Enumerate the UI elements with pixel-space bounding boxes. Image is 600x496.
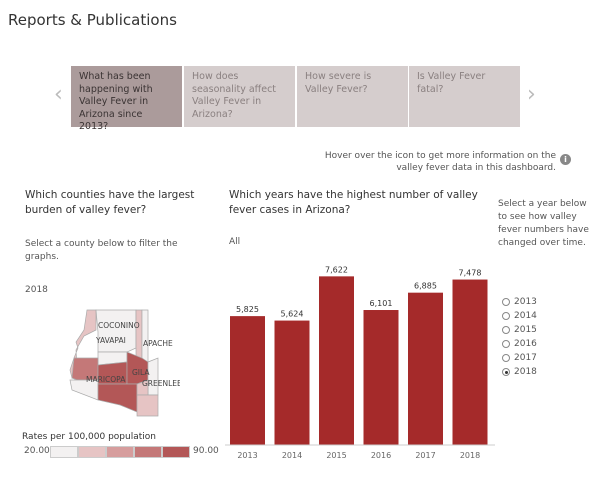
story-card-3[interactable]: How severe is Valley Fever? <box>297 66 408 127</box>
prev-arrow-icon[interactable]: ‹ <box>54 82 63 107</box>
year-radio-label: 2013 <box>514 297 537 307</box>
x-tick-label: 2017 <box>415 451 435 460</box>
bar-2014[interactable] <box>274 320 310 445</box>
county-pima[interactable] <box>97 383 138 413</box>
bar-value-label: 6,101 <box>370 299 393 308</box>
map-heading: Which counties have the largest burden o… <box>25 189 195 216</box>
chart-heading: Which years have the highest number of v… <box>229 189 478 216</box>
year-radio-2018[interactable]: 2018 <box>502 367 537 377</box>
radio-circle-icon[interactable] <box>502 298 510 306</box>
year-radio-2017[interactable]: 2017 <box>502 353 537 363</box>
bar-2017[interactable] <box>408 292 443 445</box>
x-tick-label: 2014 <box>282 451 302 460</box>
year-radio-label: 2017 <box>514 353 537 363</box>
bar-value-label: 5,624 <box>281 310 304 319</box>
legend-swatch <box>162 446 190 458</box>
info-icon[interactable]: i <box>560 154 571 165</box>
radio-circle-icon[interactable] <box>502 354 510 362</box>
label-yavapai: YAVAPAI <box>95 336 126 345</box>
x-tick-label: 2016 <box>371 451 391 460</box>
radio-circle-icon[interactable] <box>502 326 510 334</box>
bar-2016[interactable] <box>363 310 399 445</box>
year-radio-label: 2014 <box>514 311 537 321</box>
label-greenlee: GREENLEE <box>142 379 180 388</box>
label-maricopa: MARICOPA <box>86 375 126 384</box>
chart-filter: All <box>229 237 241 247</box>
page-title: Reports & Publications <box>8 11 177 29</box>
label-gila: GILA <box>132 368 150 377</box>
legend-swatch <box>106 446 134 458</box>
bar-2015[interactable] <box>319 276 354 445</box>
legend-max: 90.00 <box>193 446 219 456</box>
legend-swatch <box>50 446 78 458</box>
county-navajo[interactable] <box>135 309 143 359</box>
legend-title: Rates per 100,000 population <box>22 432 156 442</box>
county-coconino[interactable] <box>95 309 137 353</box>
radio-circle-icon[interactable] <box>502 340 510 348</box>
story-card-1[interactable]: What has been happening with Valley Feve… <box>71 66 182 132</box>
map-year: 2018 <box>25 285 48 295</box>
hover-hint: Hover over the icon to get more informat… <box>324 151 556 173</box>
county-cochise[interactable] <box>136 394 159 417</box>
year-radio-label: 2018 <box>514 367 537 377</box>
year-radio-label: 2016 <box>514 339 537 349</box>
legend-min: 20.00 <box>24 446 50 456</box>
legend-swatch <box>134 446 162 458</box>
bar-value-label: 5,825 <box>236 305 259 314</box>
label-coconino: COCONINO <box>98 321 140 330</box>
map-subtitle: Select a county below to filter the grap… <box>25 239 178 262</box>
x-tick-label: 2018 <box>460 451 480 460</box>
county-apache[interactable] <box>141 309 149 363</box>
radio-circle-icon[interactable] <box>502 312 510 320</box>
year-select-prompt: Select a year below to see how valley fe… <box>498 199 589 248</box>
bar-value-label: 7,622 <box>325 265 348 274</box>
year-radio-label: 2015 <box>514 325 537 335</box>
year-radio-2015[interactable]: 2015 <box>502 325 537 335</box>
year-radio-2013[interactable]: 2013 <box>502 297 537 307</box>
story-card-4[interactable]: Is Valley Fever fatal? <box>409 66 520 127</box>
year-radio-2016[interactable]: 2016 <box>502 339 537 349</box>
bar-2018[interactable] <box>452 279 488 445</box>
next-arrow-icon[interactable]: › <box>527 82 536 107</box>
radio-circle-icon[interactable] <box>502 368 510 376</box>
bar-value-label: 7,478 <box>459 269 482 278</box>
year-radio-2014[interactable]: 2014 <box>502 311 537 321</box>
arizona-map[interactable]: COCONINO YAVAPAI APACHE MARICOPA GILA GR… <box>60 300 180 425</box>
x-tick-label: 2015 <box>326 451 346 460</box>
bar-value-label: 6,885 <box>414 282 437 291</box>
story-card-2[interactable]: How does seasonality affect Valley Fever… <box>184 66 295 127</box>
x-tick-label: 2013 <box>237 451 257 460</box>
legend-swatch <box>78 446 106 458</box>
cases-bar-chart: 5,825 2013 5,624 2014 7,622 2015 6,101 2016 6,88… <box>225 265 495 460</box>
label-apache: APACHE <box>143 339 173 348</box>
bar-2013[interactable] <box>230 316 265 445</box>
